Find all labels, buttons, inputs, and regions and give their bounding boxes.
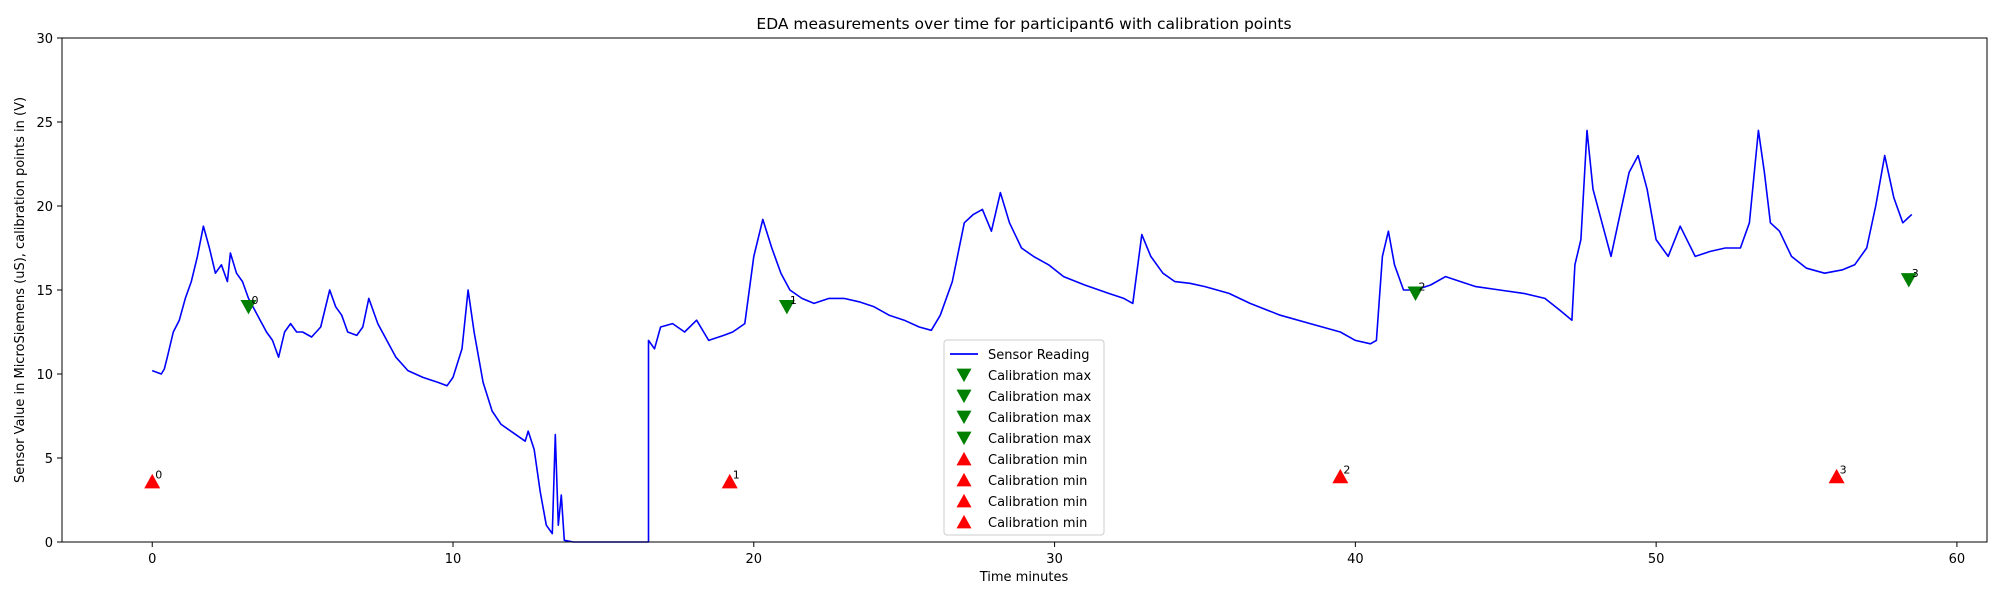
legend-marker-swatch [956, 514, 972, 529]
annotations: 0 1 2 3 0 1 2 3 [155, 267, 1919, 482]
calibration-index-label: 1 [733, 469, 740, 482]
legend-item-label: Calibration min [988, 516, 1087, 531]
legend-box [943, 339, 1105, 536]
series-line-sensor-reading [151, 129, 1913, 543]
y-tick-label: 10 [36, 368, 53, 383]
x-tick-label: 50 [1648, 552, 1665, 567]
y-axis-label: Sensor Value in MicroSiemens (uS), calib… [13, 97, 28, 483]
calibration-index-label: 3 [1912, 267, 1919, 280]
legend-marker-swatch [956, 472, 972, 487]
y-tick-label: 25 [36, 116, 53, 131]
legend-marker-swatch [956, 368, 972, 383]
legend-marker-swatch [956, 431, 972, 446]
legend-item-label: Calibration min [988, 474, 1087, 489]
calibration-min-marker [144, 473, 161, 489]
calibration-index-label: 2 [1419, 280, 1426, 293]
legend-marker-swatch [956, 410, 972, 425]
calibration-index-label: 1 [790, 294, 797, 307]
y-tick-label: 15 [36, 284, 53, 299]
x-tick-label: 20 [746, 552, 763, 567]
y-tick-label: 20 [36, 200, 53, 215]
legend-marker-swatch [956, 451, 972, 466]
chart-title: EDA measurements over time for participa… [756, 15, 1291, 33]
legend-item-label: Calibration min [988, 453, 1087, 468]
x-tick-label: 30 [1046, 552, 1063, 567]
legend-item-label: Calibration min [988, 495, 1087, 510]
x-tick-label: 0 [148, 552, 156, 567]
x-tick-label: 60 [1949, 552, 1966, 567]
calibration-index-label: 2 [1343, 463, 1350, 476]
calibration-min-marker [1332, 468, 1349, 484]
legend: Sensor Reading Calibration max Calibration… [943, 339, 1105, 536]
legend-item-label: Sensor Reading [988, 348, 1089, 363]
x-tick-label: 10 [445, 552, 462, 567]
calibration-max-marker [778, 300, 795, 315]
x-tick-label: 40 [1347, 552, 1364, 567]
calibration-max-marker [1900, 273, 1917, 288]
calibration-min-marker [721, 473, 738, 489]
calibration-min-marker [1828, 468, 1845, 484]
calibration-max-marker [1407, 286, 1424, 301]
calibration-index-label: 0 [251, 294, 258, 307]
calibration-index-label: 3 [1840, 463, 1847, 476]
y-tick-label: 0 [45, 536, 53, 551]
legend-item-label: Calibration max [988, 411, 1091, 426]
legend-item-label: Calibration max [988, 432, 1091, 447]
legend-item-label: Calibration max [988, 369, 1091, 384]
y-axis: 0 5 10 15 20 25 30 [36, 32, 62, 551]
legend-marker-swatch [956, 389, 972, 404]
x-axis-label: Time minutes [979, 570, 1069, 585]
y-tick-label: 5 [45, 452, 53, 467]
calibration-max-marker [240, 300, 257, 315]
plot-area [144, 129, 1917, 543]
x-axis: 0 10 20 30 40 50 60 [148, 542, 1965, 567]
legend-marker-swatch [956, 493, 972, 508]
legend-item-label: Calibration max [988, 390, 1091, 405]
y-tick-label: 30 [36, 32, 53, 47]
calibration-index-label: 0 [155, 469, 162, 482]
